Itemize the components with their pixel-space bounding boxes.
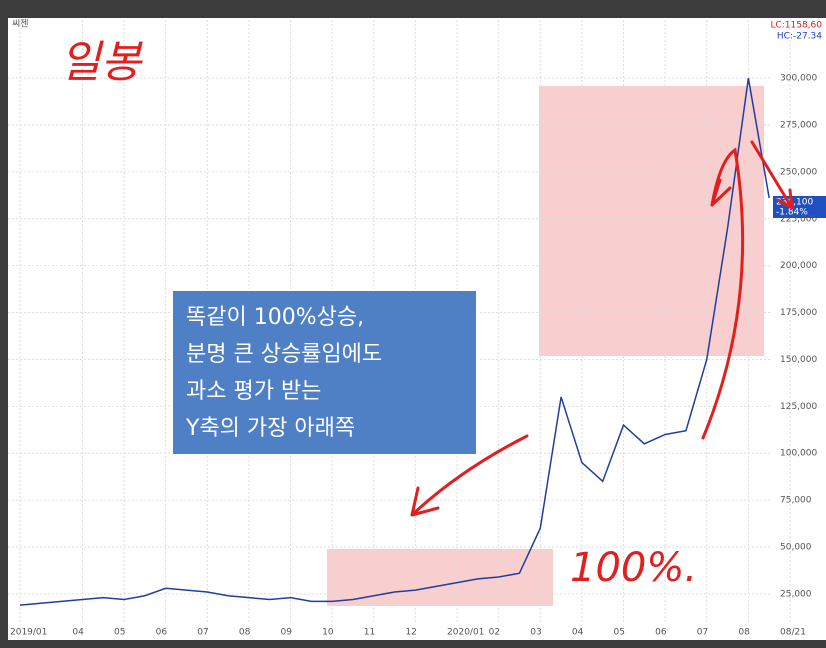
x-tick-label: 08/21: [780, 628, 806, 638]
x-tick-label: 08: [239, 628, 251, 638]
y-tick-label: 250,000: [780, 167, 817, 177]
y-tick-label: 25,000: [780, 589, 812, 599]
annotation-text: 분명 큰 상승률임에도: [186, 342, 382, 367]
annotation-box: 똑같이 100%상승, 분명 큰 상승률임에도 과소 평가 받는 Y축의 가장 …: [171, 289, 478, 456]
annotation-text: Y축의 가장 아래쪽: [185, 416, 355, 441]
legend-info: HC:-27.34: [777, 32, 822, 42]
price-tag-text: -1.84%: [776, 208, 808, 218]
price-tag: [773, 196, 826, 218]
annotation-text: 과소 평가 받는: [186, 379, 321, 404]
x-tick-label: 07: [197, 628, 208, 638]
y-tick-label: 300,000: [780, 74, 817, 84]
y-axis-area: [771, 18, 826, 623]
x-tick-label: 02: [489, 628, 500, 638]
y-tick-label: 75,000: [780, 496, 812, 506]
x-tick-label: 06: [655, 628, 667, 638]
x-tick-label: 2020/01: [447, 628, 484, 638]
annotation-text: 똑같이 100%상승,: [186, 305, 364, 330]
arrows: [410, 140, 794, 517]
y-tick-label: 175,000: [780, 308, 817, 318]
x-tick-label: 04: [572, 628, 584, 638]
highlight: [327, 549, 553, 606]
price-line: [19, 78, 770, 606]
y-tick-label: 150,000: [780, 355, 817, 365]
x-tick-label: 03: [530, 628, 541, 638]
x-tick-label: 11: [364, 628, 375, 638]
x-tick-label: 07: [697, 628, 708, 638]
y-tick-label: 50,000: [780, 542, 812, 552]
annotation-rect: [171, 289, 478, 456]
y-tick-label: 275,000: [780, 121, 817, 131]
x-tick-label: 08: [738, 628, 750, 638]
x-tick-label: 09: [281, 628, 293, 638]
x-tick-label: 04: [72, 628, 84, 638]
legend-info: LC:1158,60: [770, 21, 822, 31]
y-tick-label: 225,000: [780, 214, 817, 224]
chart-title: 씨젠: [12, 19, 29, 30]
x-tick-label: 05: [114, 628, 125, 638]
y-tick-label: 100,000: [780, 449, 817, 459]
x-axis-area: [8, 623, 826, 640]
y-tick-label: 200,000: [780, 261, 817, 271]
x-tick-label: 2019/01: [10, 628, 47, 638]
y-tick-label: 125,000: [780, 402, 817, 412]
x-tick-label: 06: [156, 628, 168, 638]
highlight: [539, 86, 764, 356]
price-tag-text: 236,100: [776, 198, 813, 208]
x-tick-label: 12: [405, 628, 416, 638]
handwriting: 100%.: [570, 545, 697, 591]
handwriting: 일봉: [60, 37, 143, 88]
x-tick-label: 10: [322, 628, 334, 638]
x-tick-label: 05: [614, 628, 625, 638]
